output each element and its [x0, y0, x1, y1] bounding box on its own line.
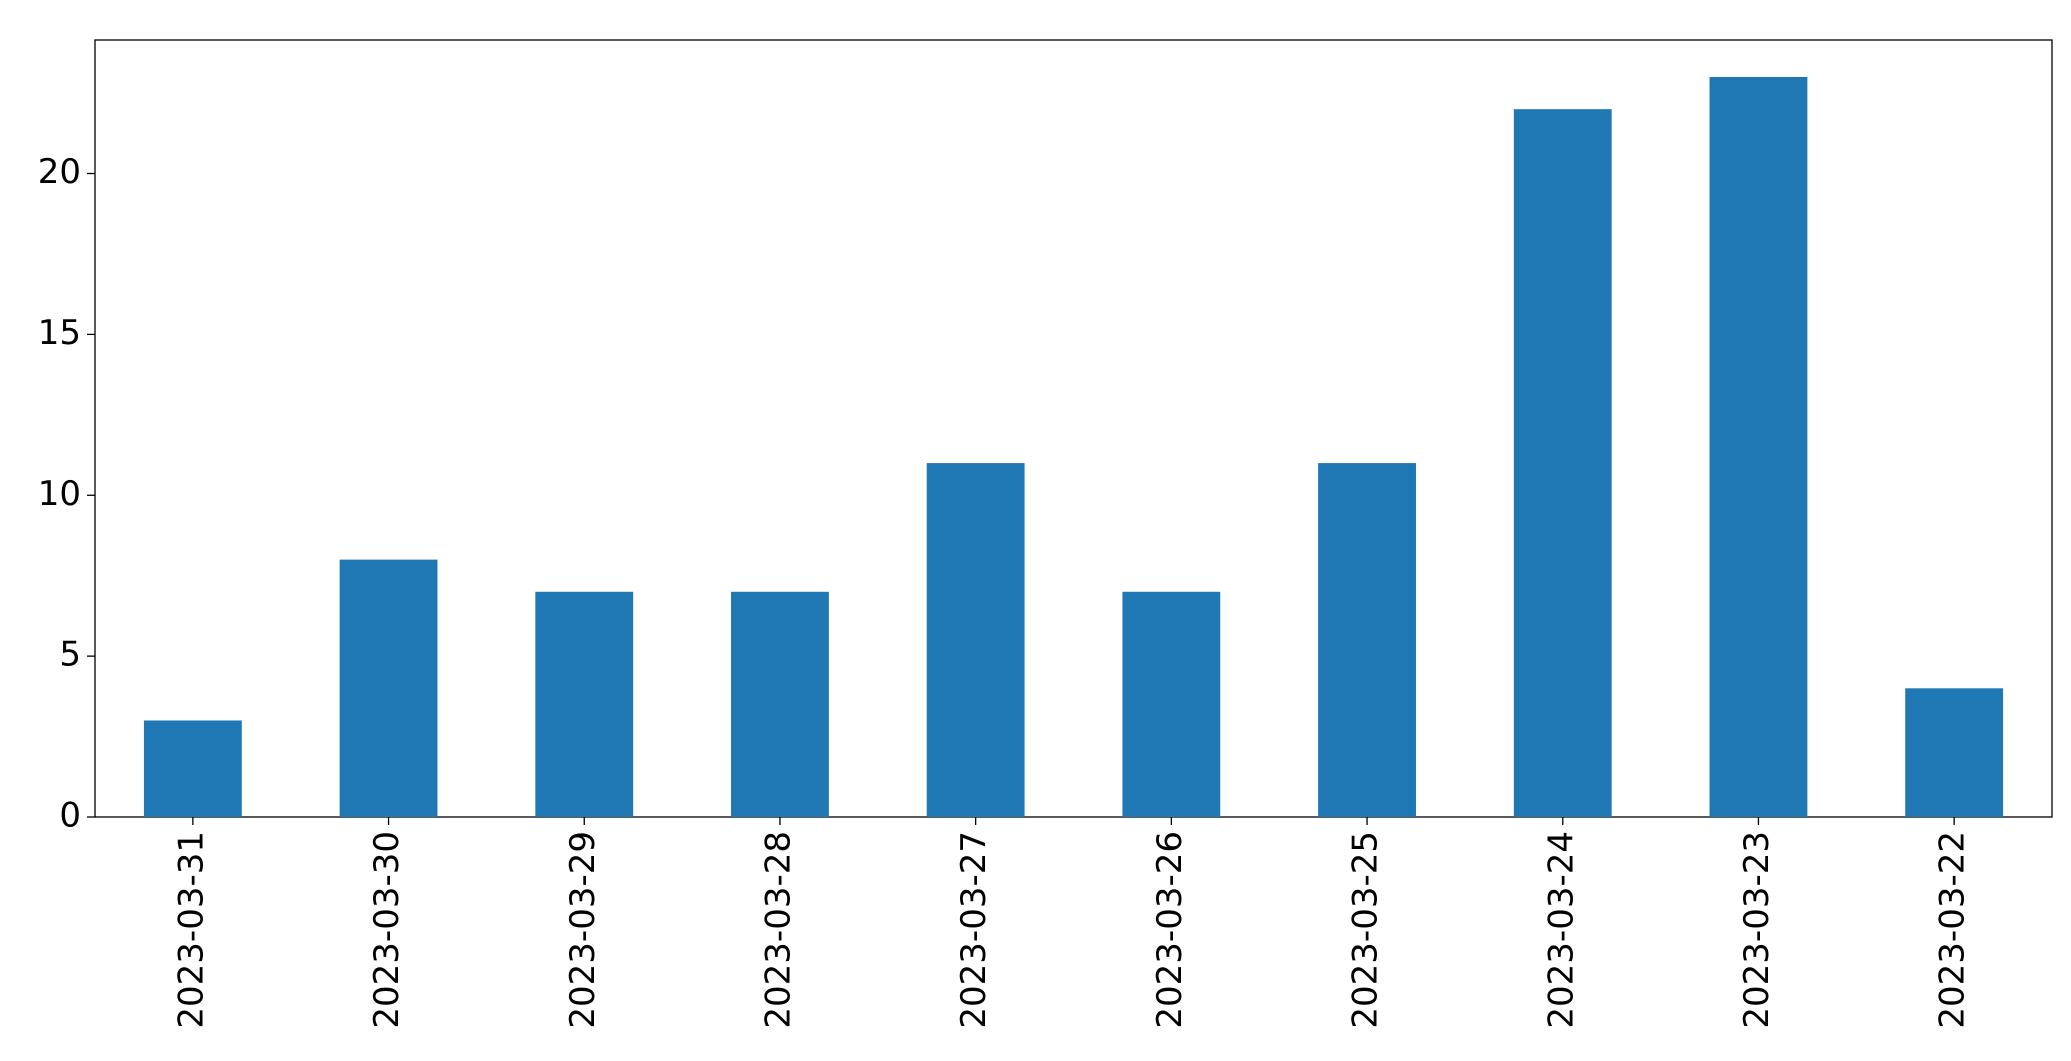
x-tick-label: 2023-03-22: [1933, 831, 1973, 1029]
x-tick-label: 2023-03-30: [367, 831, 407, 1029]
y-tick-label: 5: [59, 635, 81, 675]
bar: [926, 463, 1025, 817]
x-tick-label: 2023-03-26: [1150, 831, 1190, 1029]
x-tick-label: 2023-03-31: [171, 831, 211, 1029]
bar: [1905, 688, 2004, 817]
x-tick-label: 2023-03-23: [1737, 831, 1777, 1029]
x-tick-label: 2023-03-28: [758, 831, 798, 1029]
bar: [1709, 77, 1808, 817]
x-tick-label: 2023-03-29: [563, 831, 603, 1029]
x-tick-label: 2023-03-27: [954, 831, 994, 1029]
x-tick-label: 2023-03-24: [1541, 831, 1581, 1029]
bar: [339, 559, 438, 817]
y-tick-label: 10: [38, 474, 81, 514]
x-tick-label: 2023-03-25: [1346, 831, 1386, 1029]
bar: [535, 591, 634, 817]
y-tick-label: 15: [38, 313, 81, 353]
plot-frame: [94, 39, 2053, 818]
bar: [1122, 591, 1221, 817]
y-tick-label: 20: [38, 152, 81, 192]
bar: [143, 720, 242, 817]
bar: [1513, 109, 1612, 818]
bar: [1318, 463, 1416, 817]
y-tick-label: 0: [59, 796, 81, 836]
bar: [731, 591, 829, 817]
